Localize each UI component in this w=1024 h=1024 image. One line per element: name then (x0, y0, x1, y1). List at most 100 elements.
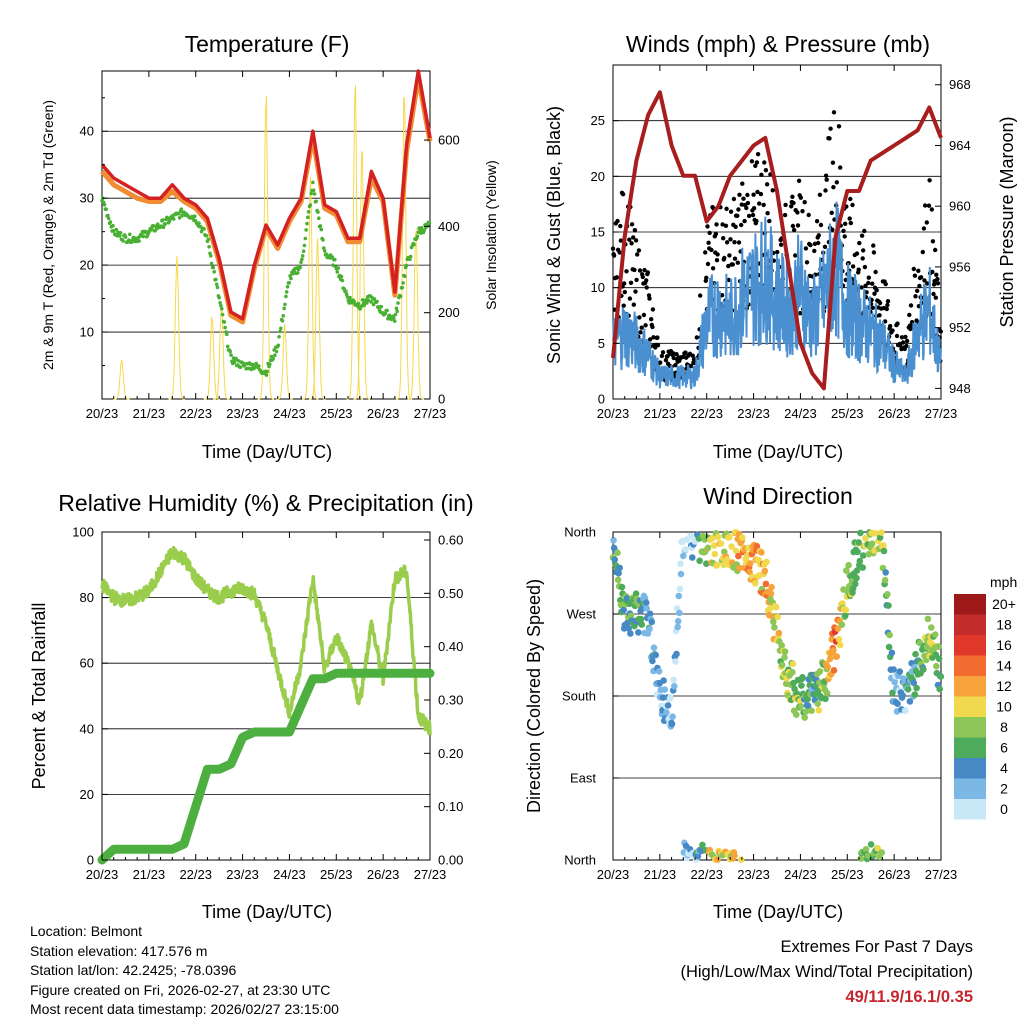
direction-point (834, 625, 842, 632)
direction-point (842, 606, 850, 614)
sonic-wind-series (612, 201, 942, 390)
gust-point (736, 207, 741, 212)
dewpoint-point (167, 219, 172, 223)
dewpoint-point (121, 239, 125, 243)
station-info: Location: Belmont Station elevation: 417… (30, 922, 339, 1020)
gust-point (751, 192, 756, 197)
gust-point (866, 275, 871, 280)
gust-point (731, 196, 737, 202)
gust-point (650, 324, 655, 330)
direction-point (891, 678, 898, 686)
direction-point (670, 676, 677, 684)
direction-point (888, 649, 896, 657)
dewpoint-point (207, 245, 211, 249)
gust-point (917, 283, 922, 289)
y-tick-label: 40 (80, 721, 94, 736)
gust-point (803, 246, 809, 251)
latlon-text: Station lat/lon: 42.2425; -78.0396 (30, 962, 237, 978)
temperature-title: Temperature (F) (185, 31, 350, 57)
gust-point (789, 204, 794, 209)
y2-tick-label: 0.00 (438, 853, 463, 868)
gust-point (611, 253, 617, 258)
solar-pulse (113, 359, 130, 400)
direction-point (896, 668, 904, 675)
x-tick-label: 24/23 (784, 406, 817, 421)
x-tick-label: 24/23 (784, 867, 817, 882)
gust-point (930, 269, 935, 275)
y2-tick-label: 0.60 (438, 533, 463, 548)
gust-point (615, 218, 620, 224)
dewpoint-point (180, 213, 184, 218)
humidity-title: Relative Humidity (%) & Precipitation (i… (58, 490, 473, 516)
dewpoint-point (403, 274, 407, 279)
gust-point (744, 205, 749, 211)
direction-point (859, 564, 866, 571)
direction-point (711, 550, 719, 558)
direction-point (737, 856, 745, 863)
dewpoint-point (177, 216, 182, 220)
y-tick-label: 0 (598, 392, 605, 407)
y-tick-label: 5 (598, 336, 605, 351)
dewpoint-point (365, 301, 369, 305)
gust-point (850, 264, 856, 269)
direction-point (841, 612, 849, 619)
y2-tick-label: 600 (438, 133, 460, 148)
direction-point (824, 663, 832, 671)
dewpoint-point (339, 274, 344, 279)
x-tick-label: 21/23 (644, 406, 677, 421)
gust-point (848, 220, 853, 226)
dewpoint-point (206, 237, 211, 242)
gust-point (706, 240, 711, 245)
dewpoint-point (274, 349, 279, 354)
dewpoint-point (106, 216, 111, 221)
gust-point (638, 330, 643, 335)
gust-point (759, 172, 764, 177)
gust-point (622, 289, 627, 295)
gust-point (848, 196, 853, 202)
gust-point (873, 269, 878, 275)
dewpoint-point (238, 365, 243, 370)
direction-point (889, 689, 896, 697)
direction-point (857, 529, 864, 537)
gust-point (814, 219, 820, 224)
dewpoint-point (322, 246, 326, 250)
y-tick-label: 40 (80, 124, 94, 139)
gust-point (842, 234, 847, 239)
dewpoint-point (104, 207, 108, 211)
gust-point (724, 240, 730, 245)
gust-point (620, 192, 626, 197)
dewpoint-point (295, 271, 300, 275)
gust-point (691, 357, 697, 362)
gust-point (831, 110, 837, 115)
gust-point (719, 293, 725, 298)
gust-point (824, 177, 829, 182)
gust-point (737, 192, 742, 197)
dewpoint-point (311, 180, 315, 185)
gust-point (883, 281, 888, 287)
colorbar-swatch (954, 717, 986, 738)
direction-point (935, 655, 943, 663)
gust-point (655, 343, 661, 348)
gust-point (894, 333, 900, 339)
direction-point (853, 567, 861, 574)
direction-point (638, 621, 645, 628)
dewpoint-point (215, 285, 220, 290)
gust-point (628, 280, 634, 285)
dewpoint-point (425, 224, 430, 228)
gust-point (640, 274, 645, 280)
gust-point (742, 218, 747, 224)
gust-point (651, 335, 656, 340)
dewpoint-point (214, 282, 219, 287)
solar-pulse (168, 256, 185, 400)
x-tick-label: 21/23 (133, 867, 166, 882)
direction-point (778, 661, 786, 669)
dewpoint-point (298, 265, 303, 270)
relative-humidity-series (100, 545, 432, 736)
dewpoint-point (392, 319, 397, 323)
gust-series (610, 110, 943, 383)
direction-point (771, 624, 778, 631)
location-text: Location: Belmont (30, 923, 143, 939)
direction-point (635, 629, 642, 636)
dewpoint-point (392, 316, 396, 320)
gust-point (935, 276, 940, 282)
